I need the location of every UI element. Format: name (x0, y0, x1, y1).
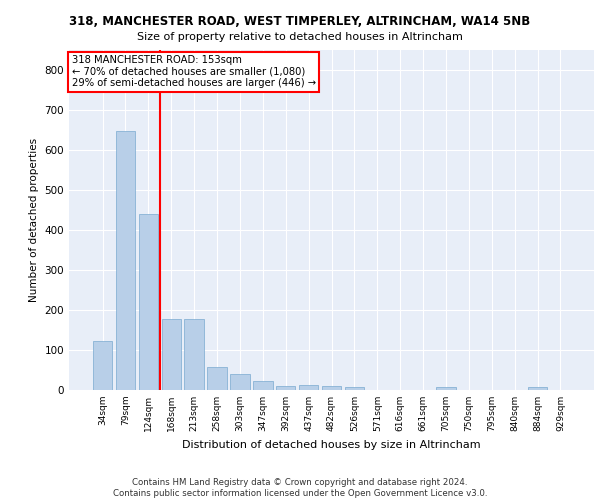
Bar (93, 341, 112, 390)
Bar (436, 387, 455, 390)
Text: 318, MANCHESTER ROAD, WEST TIMPERLEY, ALTRINCHAM, WA14 5NB: 318, MANCHESTER ROAD, WEST TIMPERLEY, AL… (70, 15, 530, 28)
Text: 318 MANCHESTER ROAD: 153sqm
← 70% of detached houses are smaller (1,080)
29% of : 318 MANCHESTER ROAD: 153sqm ← 70% of det… (71, 55, 316, 88)
Bar (276, 386, 295, 390)
Text: Contains HM Land Registry data © Crown copyright and database right 2024.
Contai: Contains HM Land Registry data © Crown c… (113, 478, 487, 498)
Bar (322, 386, 341, 390)
Bar (230, 374, 250, 390)
Y-axis label: Number of detached properties: Number of detached properties (29, 138, 39, 302)
Text: Size of property relative to detached houses in Altrincham: Size of property relative to detached ho… (137, 32, 463, 42)
Bar (184, 319, 204, 390)
Bar (139, 214, 158, 390)
X-axis label: Distribution of detached houses by size in Altrincham: Distribution of detached houses by size … (182, 440, 481, 450)
Bar (299, 385, 319, 390)
Bar (208, 367, 227, 390)
Bar (161, 319, 181, 390)
Bar (116, 131, 135, 390)
Bar (344, 387, 364, 390)
Bar (253, 381, 272, 390)
Bar (528, 387, 547, 390)
